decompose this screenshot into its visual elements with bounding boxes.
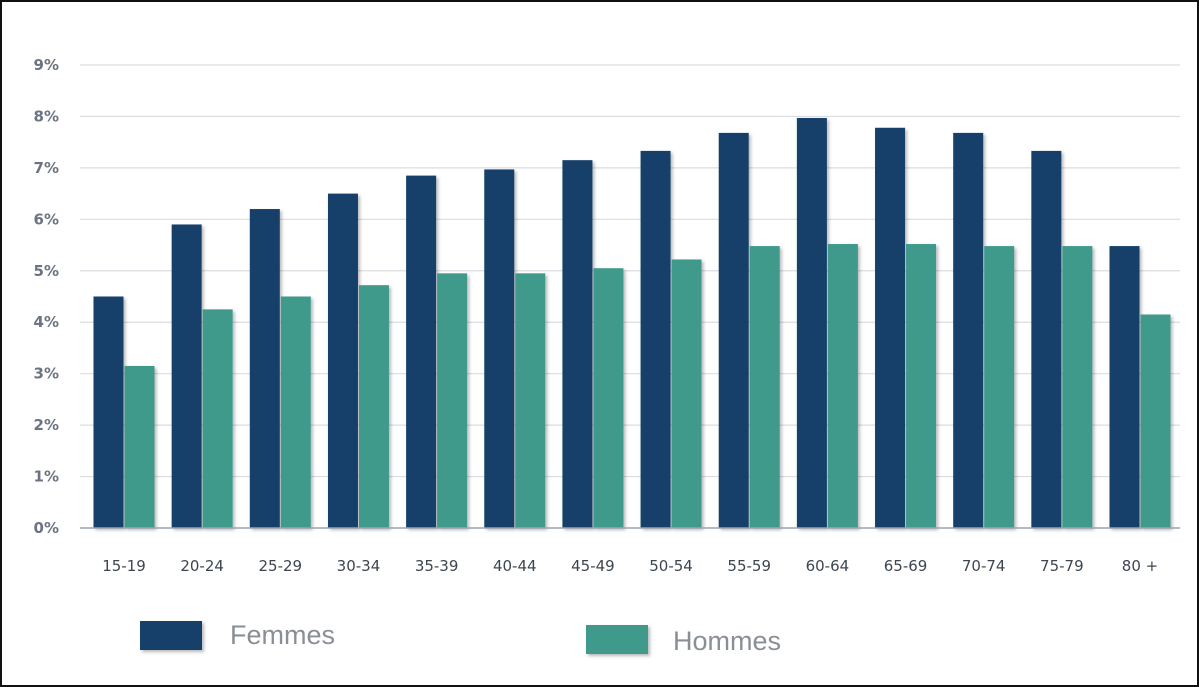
bar-femmes-5559 — [718, 132, 749, 528]
legend-swatch-femmes — [140, 621, 202, 650]
bar-femmes-6064 — [796, 117, 827, 528]
x-category-label: 40-44 — [493, 557, 537, 575]
y-tick-label: 6% — [34, 210, 59, 228]
y-tick-label: 8% — [34, 107, 59, 125]
x-category-label: 25-29 — [259, 557, 303, 575]
bar-hommes-6064 — [827, 244, 858, 528]
bar-hommes-5559 — [749, 246, 780, 528]
bar-hommes-7579 — [1062, 246, 1093, 528]
x-category-label: 15-19 — [102, 557, 146, 575]
y-tick-label: 0% — [34, 519, 59, 537]
bar-hommes-4044 — [515, 273, 546, 528]
bar-femmes-3539 — [406, 175, 437, 528]
bar-femmes-3034 — [327, 193, 358, 528]
bar-femmes-1519 — [93, 296, 124, 528]
bar-femmes-4549 — [562, 160, 593, 528]
y-axis-tick-labels: 0% 1% 2% 3% 4% 5% 6% 7% 8% 9% — [34, 56, 59, 537]
bar-hommes-3539 — [437, 273, 468, 528]
x-category-label: 20-24 — [180, 557, 224, 575]
bar-femmes-7074 — [953, 132, 984, 528]
bar-hommes-80 — [1140, 314, 1171, 528]
gridlines — [80, 64, 1180, 478]
x-category-label: 35-39 — [415, 557, 459, 575]
bar-femmes-4044 — [484, 169, 515, 528]
legend-swatch-hommes — [586, 625, 648, 654]
x-category-label: 30-34 — [337, 557, 381, 575]
x-category-label: 60-64 — [806, 557, 850, 575]
x-category-label: 70-74 — [962, 557, 1006, 575]
bar-hommes-3034 — [358, 285, 389, 528]
bar-hommes-6569 — [906, 244, 937, 528]
y-tick-label: 7% — [34, 159, 59, 177]
x-category-label: 55-59 — [727, 557, 771, 575]
legend-label-hommes: Hommes — [673, 626, 781, 656]
legend: Femmes Hommes — [140, 620, 781, 656]
bar-femmes-80 — [1109, 246, 1140, 528]
bar-femmes-7579 — [1031, 150, 1062, 528]
bars — [93, 117, 1171, 529]
bar-hommes-5054 — [671, 259, 702, 528]
bar-hommes-2024 — [202, 309, 233, 528]
legend-label-femmes: Femmes — [230, 620, 335, 650]
y-tick-label: 4% — [34, 313, 59, 331]
x-category-label: 80 + — [1122, 557, 1158, 575]
x-category-label: 45-49 — [571, 557, 615, 575]
y-tick-label: 9% — [34, 56, 59, 74]
x-category-label: 65-69 — [884, 557, 928, 575]
bar-femmes-2529 — [249, 209, 280, 529]
y-tick-label: 2% — [34, 416, 59, 434]
bar-femmes-2024 — [171, 224, 202, 528]
bar-hommes-7074 — [984, 246, 1015, 528]
y-tick-label: 5% — [34, 262, 59, 280]
y-tick-label: 1% — [34, 468, 59, 486]
y-tick-label: 3% — [34, 365, 59, 383]
bar-femmes-6569 — [875, 127, 906, 529]
x-axis-category-labels: 15-19 20-24 25-29 30-34 35-39 40-44 45-49 50-54… — [102, 557, 1158, 575]
bar-hommes-1519 — [124, 365, 155, 528]
x-category-label: 50-54 — [649, 557, 693, 575]
bar-hommes-4549 — [593, 268, 624, 528]
bar-femmes-5054 — [640, 150, 671, 528]
bar-hommes-2529 — [280, 296, 311, 528]
x-category-label: 75-79 — [1040, 557, 1084, 575]
